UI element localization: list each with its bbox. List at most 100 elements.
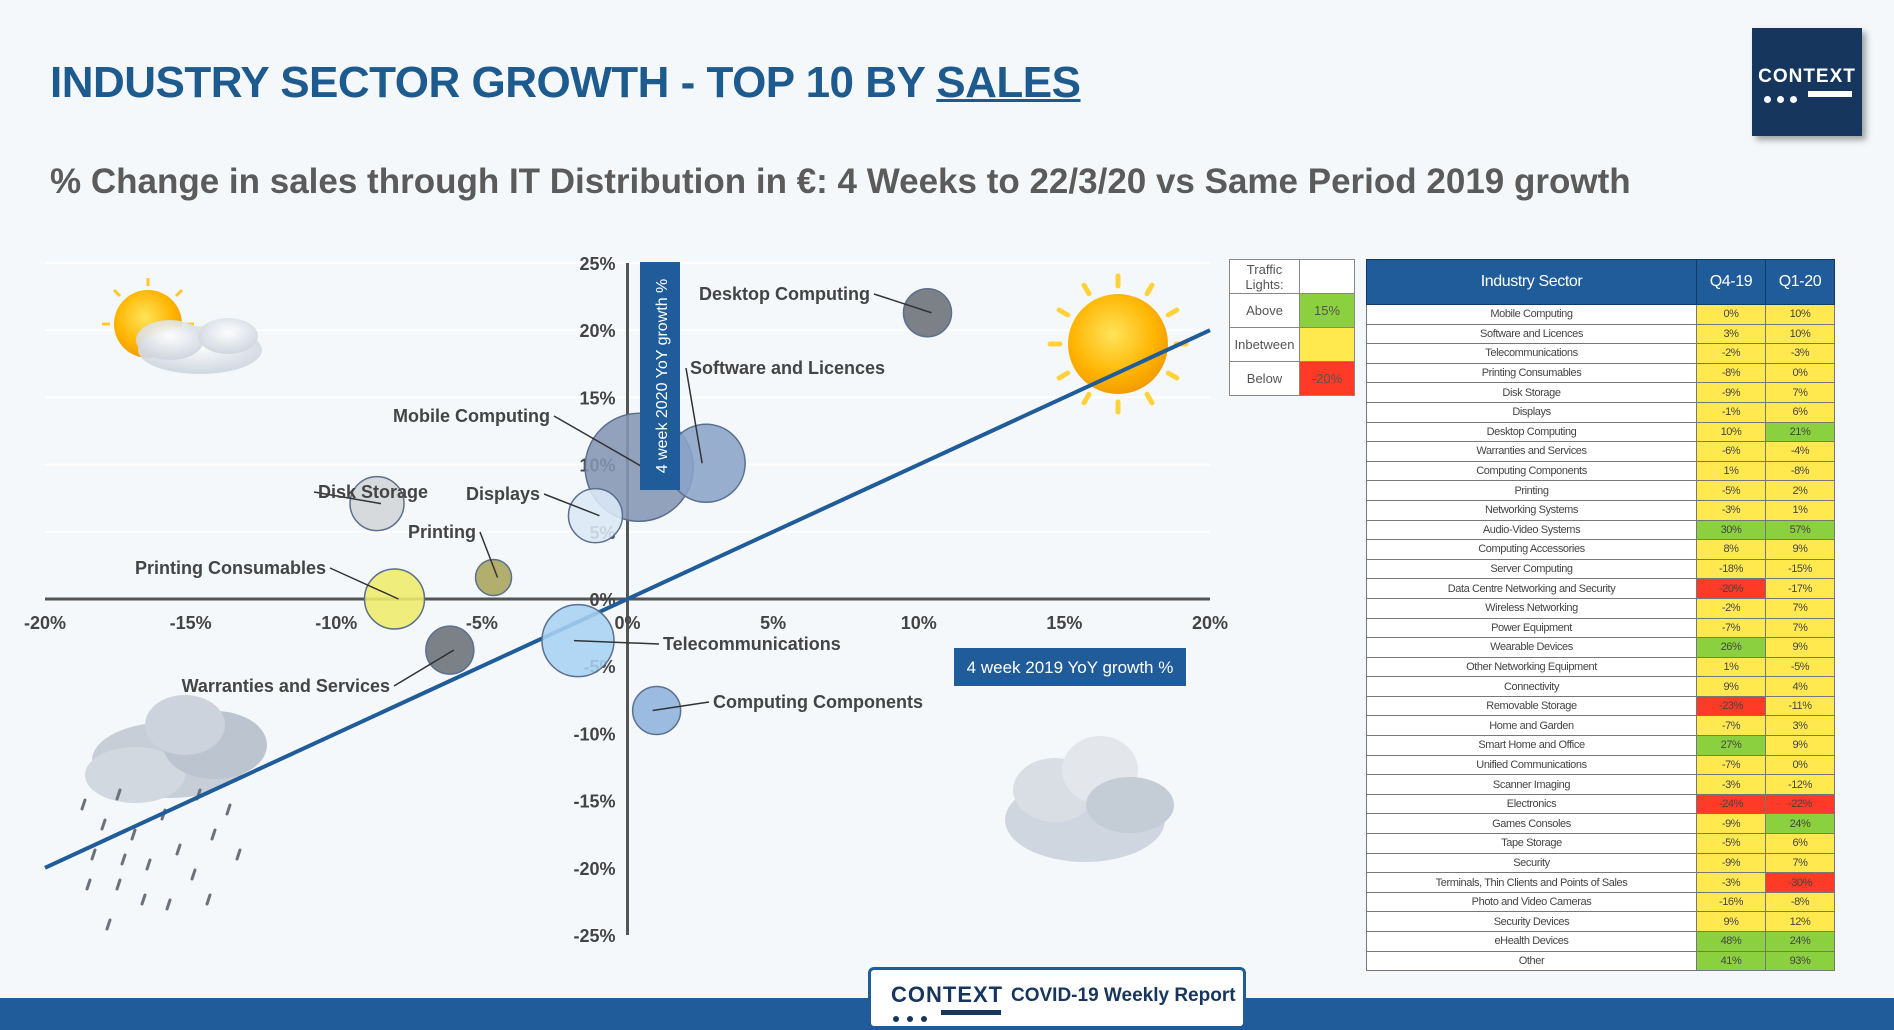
page-subtitle: % Change in sales through IT Distributio… — [50, 162, 1631, 201]
sector-name-cell: Security — [1366, 852, 1697, 874]
table-row: Home and Garden -7% 3% — [1366, 715, 1835, 737]
growth-cell: 24% — [1765, 931, 1835, 952]
table-row: Desktop Computing 10% 21% — [1366, 421, 1835, 443]
table-row: Wireless Networking -2% 7% — [1366, 597, 1835, 619]
legend-label: Below — [1229, 361, 1300, 396]
x-tick-label: -15% — [170, 613, 212, 633]
legend-swatch-green: 15% — [1299, 293, 1355, 328]
x-tick-label: -5% — [466, 613, 498, 633]
bubble-point — [567, 487, 624, 544]
axes: -20%-15%-10%-5%0%5%10%15%20%25%20%15%10%… — [24, 254, 1228, 946]
growth-cell: 57% — [1765, 519, 1835, 541]
table-row: Terminals, Thin Clients and Points of Sa… — [1366, 872, 1835, 893]
growth-cell: -3% — [1696, 774, 1766, 795]
sector-name-cell: eHealth Devices — [1366, 931, 1697, 952]
growth-cell: -5% — [1696, 833, 1766, 854]
growth-cell: -9% — [1696, 382, 1766, 403]
growth-cell: 6% — [1765, 833, 1835, 854]
leader-line — [543, 493, 600, 517]
context-logo: CONTEXT — [1752, 28, 1862, 136]
growth-cell: -2% — [1696, 597, 1766, 619]
sector-name-cell: Wearable Devices — [1366, 637, 1697, 658]
growth-cell: -3% — [1696, 872, 1766, 893]
growth-cell: -7% — [1696, 617, 1766, 639]
growth-cell: 6% — [1765, 401, 1835, 423]
sector-name-cell: Audio-Video Systems — [1366, 519, 1697, 541]
scatter-chart: -20%-15%-10%-5%0%5%10%15%20%25%20%15%10%… — [24, 254, 1228, 946]
table-row: Computing Accessories 8% 9% — [1366, 539, 1835, 560]
growth-cell: -16% — [1696, 891, 1766, 913]
x-tick-label: -10% — [315, 613, 357, 633]
legend-header: Traffic Lights: — [1229, 259, 1300, 294]
table-row: Data Centre Networking and Security -20% -… — [1366, 578, 1835, 599]
x-axis-title: 4 week 2019 YoY growth % — [967, 658, 1174, 677]
table-row: Power Equipment -7% 7% — [1366, 617, 1835, 639]
sector-name-cell: Tape Storage — [1366, 833, 1697, 854]
growth-cell: -3% — [1696, 499, 1766, 521]
growth-cell: -11% — [1765, 695, 1835, 717]
table-row: Printing -5% 2% — [1366, 480, 1835, 501]
sector-name-cell: Mobile Computing — [1366, 304, 1697, 325]
growth-cell: -9% — [1696, 852, 1766, 874]
point-label: Software and Licences — [690, 358, 885, 378]
growth-cell: -9% — [1696, 813, 1766, 835]
table-row: Mobile Computing 0% 10% — [1366, 304, 1835, 325]
sector-name-cell: Wireless Networking — [1366, 597, 1697, 619]
legend-label: Above — [1229, 293, 1300, 328]
growth-cell: -3% — [1765, 343, 1835, 364]
cloud-icon — [1005, 736, 1174, 862]
footer-report-title: COVID-19 Weekly Report — [1011, 985, 1236, 1006]
sector-name-cell: Other Networking Equipment — [1366, 656, 1697, 678]
y-axis-title: 4 week 2020 YoY growth % — [654, 279, 671, 474]
growth-cell: 9% — [1765, 637, 1835, 658]
growth-cell: 0% — [1765, 362, 1835, 384]
growth-cell: -17% — [1765, 578, 1835, 599]
growth-cell: 30% — [1696, 519, 1766, 541]
logo-wordmark: CONTEXT — [1758, 66, 1856, 87]
growth-cell: 0% — [1765, 754, 1835, 776]
growth-cell: 93% — [1765, 950, 1835, 972]
sector-name-cell: Printing — [1366, 480, 1697, 501]
bubbles — [349, 287, 953, 736]
growth-cell: 21% — [1765, 421, 1835, 443]
table-row: Audio-Video Systems 30% 57% — [1366, 519, 1835, 541]
table-row: Security -9% 7% — [1366, 852, 1835, 874]
growth-cell: 27% — [1696, 735, 1766, 756]
growth-cell: -1% — [1696, 401, 1766, 423]
sector-name-cell: Electronics — [1366, 793, 1697, 815]
growth-cell: 1% — [1696, 656, 1766, 678]
table-row: Tape Storage -5% 6% — [1366, 833, 1835, 854]
table-row: eHealth Devices 48% 24% — [1366, 931, 1835, 952]
growth-cell: 7% — [1765, 382, 1835, 403]
sector-name-cell: Other — [1366, 950, 1697, 972]
y-tick-label: -10% — [573, 724, 615, 744]
sector-name-cell: Smart Home and Office — [1366, 735, 1697, 756]
sun-icon — [1047, 273, 1189, 415]
x-tick-label: 10% — [901, 613, 937, 633]
point-label: Warranties and Services — [182, 676, 390, 696]
y-tick-label: -15% — [573, 792, 615, 812]
bubble-point — [474, 558, 513, 597]
sector-name-cell: Terminals, Thin Clients and Points of Sa… — [1366, 872, 1697, 893]
traffic-light-legend: Traffic Lights: Above 15% Inbetween Belo… — [1229, 259, 1355, 396]
column-header: Q4-19 — [1696, 259, 1766, 305]
growth-cell: -24% — [1696, 793, 1766, 815]
page-title: INDUSTRY SECTOR GROWTH - TOP 10 BY SALES — [50, 58, 1081, 107]
y-tick-label: 20% — [579, 321, 615, 341]
growth-cell: 24% — [1765, 813, 1835, 835]
table-row: Server Computing -18% -15% — [1366, 558, 1835, 580]
sector-name-cell: Removable Storage — [1366, 695, 1697, 717]
x-axis-title-box — [954, 648, 1186, 686]
growth-cell: 10% — [1765, 323, 1835, 345]
growth-cell: 0% — [1696, 304, 1766, 325]
table-row: Printing Consumables -8% 0% — [1366, 362, 1835, 384]
sector-name-cell: Data Centre Networking and Security — [1366, 578, 1697, 599]
table-row: Photo and Video Cameras -16% -8% — [1366, 891, 1835, 913]
sector-name-cell: Home and Garden — [1366, 715, 1697, 737]
point-label: Telecommunications — [663, 634, 841, 654]
point-label: Printing — [408, 522, 476, 542]
leader-line — [685, 367, 703, 464]
growth-cell: -7% — [1696, 754, 1766, 776]
leader-line — [553, 415, 644, 468]
table-row: Removable Storage -23% -11% — [1366, 695, 1835, 717]
